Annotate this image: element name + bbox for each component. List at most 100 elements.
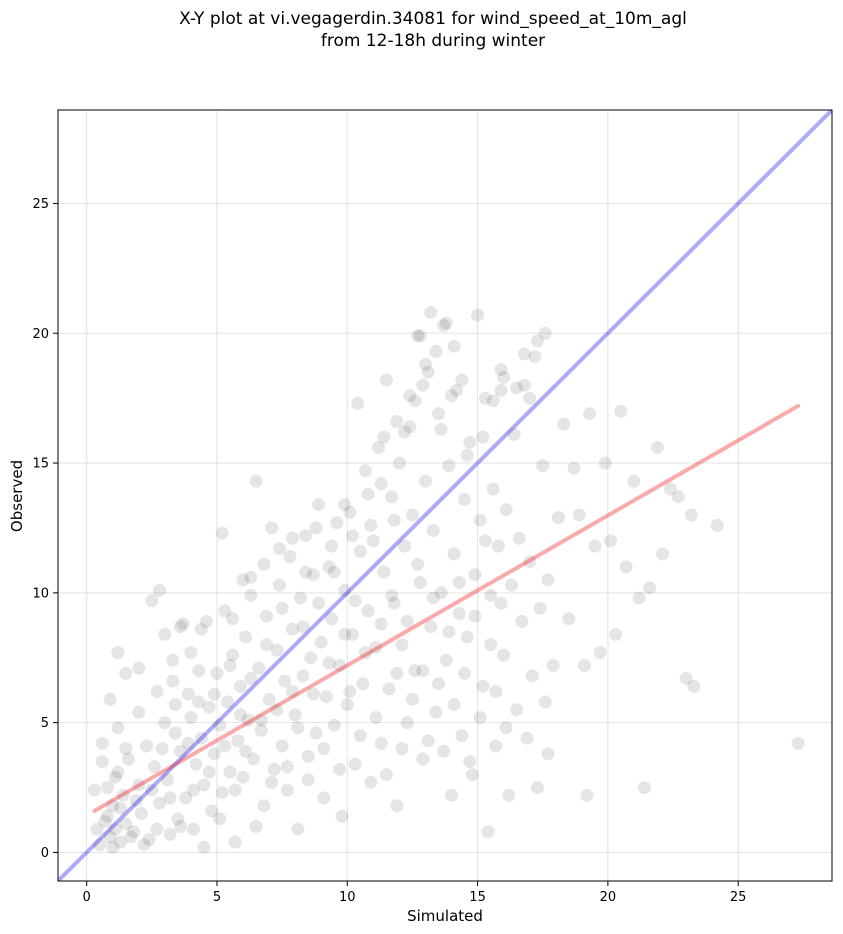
scatter-point [489,739,503,753]
scatter-point [481,825,495,839]
scatter-point [405,692,419,706]
scatter-point [478,391,492,405]
scatter-point [192,695,206,709]
scatter-point [270,703,284,717]
scatter-point [309,726,323,740]
scatter-point [215,526,229,540]
scatter-point [619,560,633,574]
scatter-point [101,781,114,794]
scatter-point [236,770,250,784]
scatter-point [226,612,240,626]
scatter-point [489,685,503,698]
scatter-point [525,669,539,683]
scatter-point [166,653,180,667]
scatter-point [377,430,391,444]
scatter-point [416,378,430,392]
scatter-point [249,820,263,833]
scatter-point [710,518,724,532]
scatter-point [379,768,393,782]
scatter-point [491,539,505,553]
scatter-point [108,770,122,784]
scatter-point [108,822,122,836]
scatter-point [129,794,143,807]
y-axis-ticks: 0 5 10 15 20 25 [32,197,58,861]
scatter-point [254,713,268,727]
scatter-point [267,762,281,776]
scatter-point [442,459,456,473]
scatter-point [497,370,511,384]
scatter-point [194,731,208,745]
scatter-point [359,464,372,478]
scatter-point [241,713,255,727]
x-axis-ticks: 0 5 10 15 20 25 [83,881,746,905]
scatter-point [233,708,247,722]
scatter-point [518,347,531,361]
scatter-point [426,591,440,605]
scatter-point [455,729,469,743]
regression-line [92,403,801,813]
scatter-point [361,604,375,618]
scatter-point [103,830,117,844]
scatter-point [301,773,315,787]
scatter-point [369,640,383,654]
scatter-point [197,778,211,792]
scatter-point [390,666,404,680]
scatter-point [114,835,127,849]
scatter-point [132,778,146,792]
scatter-point [447,547,461,561]
scatter-point [174,620,187,634]
scatter-point [181,687,195,701]
scatter-point [150,685,164,698]
scatter-point [184,711,198,724]
scatter-point [663,482,677,496]
scatter-point [166,674,180,688]
scatter-point [119,742,133,756]
scatter-point [260,638,273,652]
scatter-point [192,664,206,678]
scatter-point [536,459,550,473]
scatter-point [346,529,359,543]
scatter-point [447,698,461,711]
scatter-point [309,521,323,535]
chart-title-line2: from 12-18h during winter [320,31,546,51]
scatter-point [627,474,641,488]
scatter-point [231,734,245,748]
scatter-point [145,783,159,797]
scatter-point [147,760,161,774]
scatter-point [119,666,133,680]
scatter-point [174,820,187,833]
scatter-point [299,529,313,543]
scatter-point [364,775,378,789]
scatter-point [458,666,471,680]
scatter-point [228,783,242,797]
scatter-point [286,531,299,545]
scatter-point [296,620,310,634]
scatter-point [419,474,432,488]
scatter-point [187,822,200,836]
scatter-point [416,664,430,678]
scatter-point [226,648,240,662]
scatter-point [213,718,227,732]
scatter-point [244,588,258,602]
scatter-point [512,531,526,545]
scatter-point [356,677,370,691]
scatter-point [515,614,529,628]
scatter-point [364,518,378,532]
scatter-point [377,565,391,579]
scatter-point [437,744,451,758]
chart-title-line1: X-Y plot at vi.vegagerdin.34081 for wind… [179,9,687,29]
scatter-point [497,648,511,662]
scatter-point [387,596,401,610]
scatter-point [244,672,258,685]
fit-lines [58,110,832,881]
scatter-point [116,788,130,802]
scatter-point [361,487,375,501]
scatter-point [408,394,422,408]
scatter-point [426,524,440,537]
scatter-point [400,614,414,628]
scatter-point [671,490,685,504]
scatter-point [541,747,555,761]
scatter-point [163,791,177,805]
scatter-point [562,612,576,626]
